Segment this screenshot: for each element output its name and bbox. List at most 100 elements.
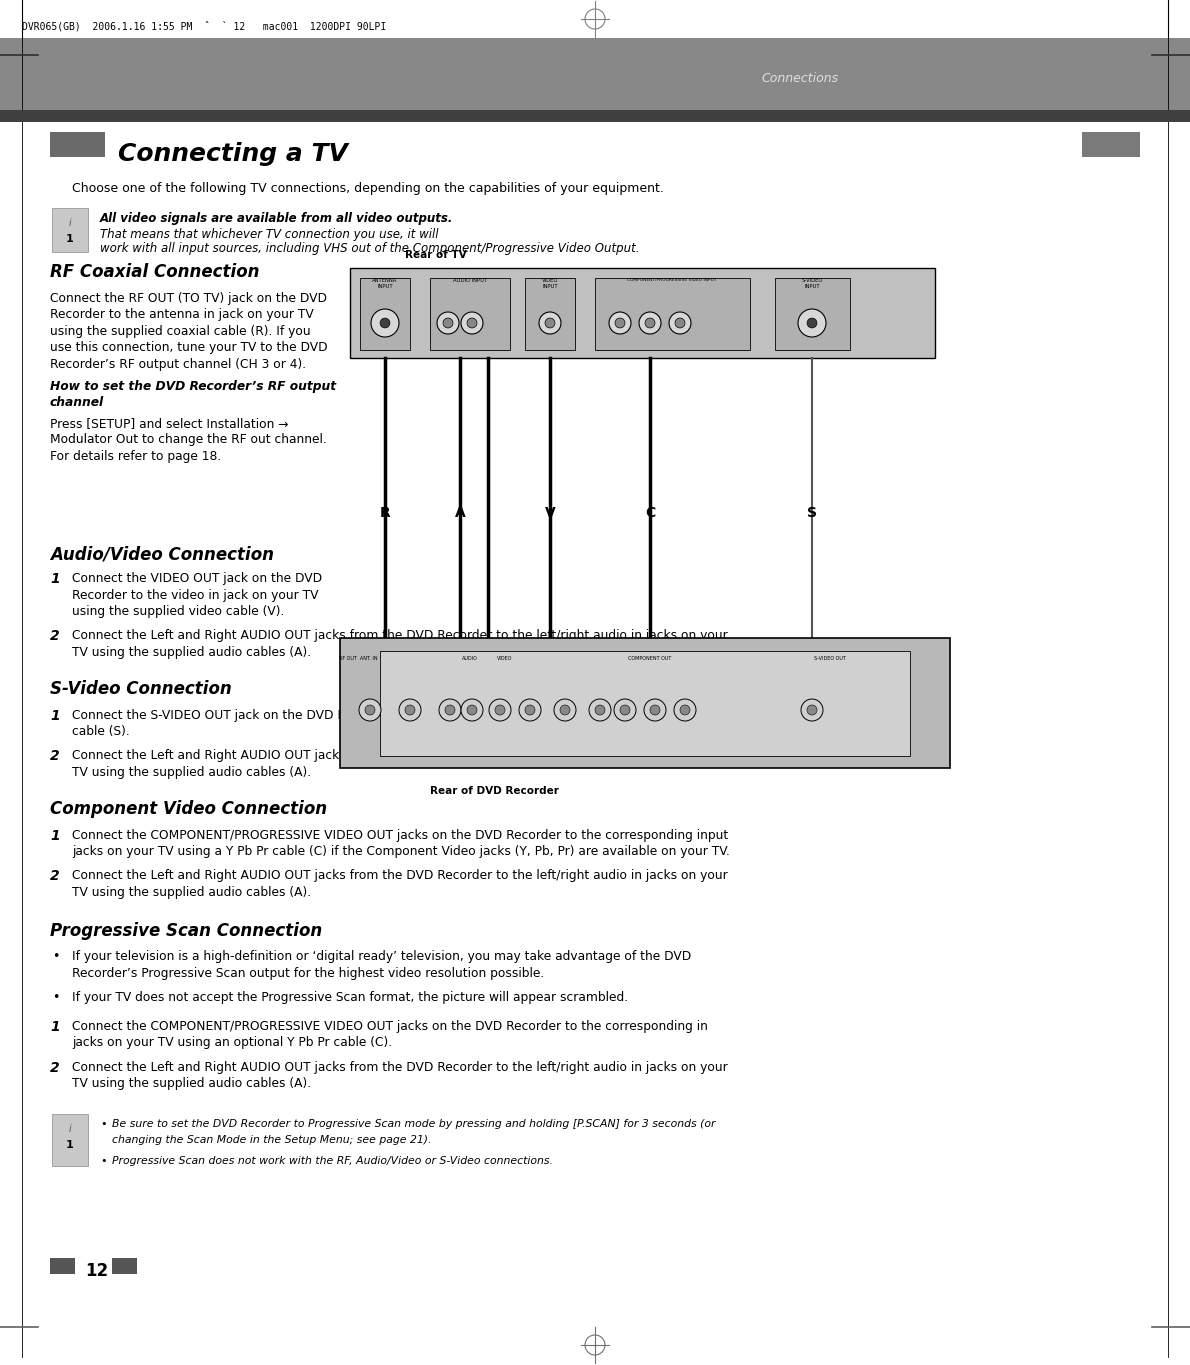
Circle shape <box>445 704 455 715</box>
Text: R: R <box>380 506 390 520</box>
Text: A: A <box>455 506 465 520</box>
Text: Connect the Left and Right AUDIO OUT jacks from the DVD Recorder to the left/rig: Connect the Left and Right AUDIO OUT jac… <box>73 629 728 643</box>
Text: Audio/Video Connection: Audio/Video Connection <box>50 545 274 562</box>
Text: Connect the Left and Right AUDIO OUT jacks from the DVD Recorder to the left/rig: Connect the Left and Right AUDIO OUT jac… <box>73 1061 728 1074</box>
Text: •: • <box>100 1156 107 1166</box>
Bar <box>525 278 575 349</box>
Text: AUDIO: AUDIO <box>462 657 478 661</box>
Circle shape <box>645 318 654 328</box>
Text: How to set the DVD Recorder’s RF output: How to set the DVD Recorder’s RF output <box>50 379 336 393</box>
Circle shape <box>437 313 459 334</box>
Text: Connections: Connections <box>762 71 839 85</box>
Text: using the supplied coaxial cable (R). If you: using the supplied coaxial cable (R). If… <box>50 325 311 339</box>
Circle shape <box>443 318 453 328</box>
Text: Connect the RF OUT (TO TV) jack on the DVD: Connect the RF OUT (TO TV) jack on the D… <box>50 292 327 304</box>
Text: S-VIDEO OUT: S-VIDEO OUT <box>814 657 846 661</box>
Text: Recorder to the video in jack on your TV: Recorder to the video in jack on your TV <box>73 588 319 602</box>
Text: COMPONENT OUT: COMPONENT OUT <box>628 657 671 661</box>
Text: Recorder’s RF output channel (CH 3 or 4).: Recorder’s RF output channel (CH 3 or 4)… <box>50 358 306 371</box>
Text: TV using the supplied audio cables (A).: TV using the supplied audio cables (A). <box>73 646 311 659</box>
Circle shape <box>650 704 660 715</box>
Text: 1: 1 <box>50 1020 60 1035</box>
Text: If your television is a high-definition or ‘digital ready’ television, you may t: If your television is a high-definition … <box>73 950 691 964</box>
Text: VIDEO
INPUT: VIDEO INPUT <box>541 278 558 289</box>
Circle shape <box>359 699 381 721</box>
Circle shape <box>798 308 826 337</box>
Circle shape <box>399 699 421 721</box>
Text: Connect the Left and Right AUDIO OUT jacks from the DVD Recorder to the left/rig: Connect the Left and Right AUDIO OUT jac… <box>73 749 728 763</box>
Text: AUDIO INPUT: AUDIO INPUT <box>453 278 487 283</box>
Text: Progressive Scan does not work with the RF, Audio/Video or S-Video connections.: Progressive Scan does not work with the … <box>112 1156 553 1166</box>
Text: Rear of DVD Recorder: Rear of DVD Recorder <box>430 786 559 796</box>
Text: That means that whichever TV connection you use, it will: That means that whichever TV connection … <box>100 228 438 242</box>
Circle shape <box>466 318 477 328</box>
Circle shape <box>639 313 660 334</box>
Text: jacks on your TV using an optional Y Pb Pr cable (C).: jacks on your TV using an optional Y Pb … <box>73 1036 393 1050</box>
Text: Choose one of the following TV connections, depending on the capabilities of you: Choose one of the following TV connectio… <box>73 182 664 195</box>
Text: Press [SETUP] and select Installation →: Press [SETUP] and select Installation → <box>50 416 288 430</box>
Bar <box>52 207 88 253</box>
Circle shape <box>439 699 461 721</box>
Text: TV using the supplied audio cables (A).: TV using the supplied audio cables (A). <box>73 766 311 779</box>
Text: 1: 1 <box>67 1140 74 1149</box>
Text: using the supplied video cable (V).: using the supplied video cable (V). <box>73 605 284 618</box>
Circle shape <box>461 313 483 334</box>
Text: channel: channel <box>50 396 105 410</box>
Text: S-Video Connection: S-Video Connection <box>50 681 232 699</box>
Text: 2: 2 <box>50 1061 60 1076</box>
Text: Connect the Left and Right AUDIO OUT jacks from the DVD Recorder to the left/rig: Connect the Left and Right AUDIO OUT jac… <box>73 870 728 883</box>
Circle shape <box>614 699 635 721</box>
Circle shape <box>675 318 685 328</box>
Bar <box>1082 132 1140 157</box>
Text: ANTENNA
INPUT: ANTENNA INPUT <box>372 278 397 289</box>
Text: 1: 1 <box>50 572 60 586</box>
Text: i: i <box>69 218 71 228</box>
Circle shape <box>560 704 570 715</box>
Text: i: i <box>69 1123 71 1134</box>
Text: Recorder to the antenna in jack on your TV: Recorder to the antenna in jack on your … <box>50 308 314 322</box>
Circle shape <box>807 318 816 328</box>
Circle shape <box>589 699 610 721</box>
Bar <box>50 132 105 157</box>
Text: All video signals are available from all video outputs.: All video signals are available from all… <box>100 212 453 225</box>
Bar <box>52 1114 88 1166</box>
Circle shape <box>801 699 823 721</box>
Bar <box>50 1259 75 1274</box>
Text: TV using the supplied audio cables (A).: TV using the supplied audio cables (A). <box>73 886 311 900</box>
Circle shape <box>545 318 555 328</box>
Text: VIDEO: VIDEO <box>497 657 513 661</box>
Text: DVR065(GB)  2006.1.16 1:55 PM  ˆ  ` 12   mac001  1200DPI 90LPI: DVR065(GB) 2006.1.16 1:55 PM ˆ ` 12 mac0… <box>21 20 387 31</box>
Circle shape <box>489 699 511 721</box>
Text: jacks on your TV using a Y Pb Pr cable (C) if the Component Video jacks (Y, Pb, : jacks on your TV using a Y Pb Pr cable (… <box>73 845 729 859</box>
Circle shape <box>807 704 818 715</box>
Circle shape <box>674 699 696 721</box>
Circle shape <box>555 699 576 721</box>
Text: RF Coaxial Connection: RF Coaxial Connection <box>50 263 259 281</box>
Text: Modulator Out to change the RF out channel.: Modulator Out to change the RF out chann… <box>50 434 327 446</box>
Text: Recorder’s Progressive Scan output for the highest video resolution possible.: Recorder’s Progressive Scan output for t… <box>73 966 544 980</box>
Text: V: V <box>545 506 556 520</box>
Text: Connect the VIDEO OUT jack on the DVD: Connect the VIDEO OUT jack on the DVD <box>73 572 322 586</box>
Text: COMPONENT/PROGRESSIVE VIDEO INPUT: COMPONENT/PROGRESSIVE VIDEO INPUT <box>627 278 716 283</box>
Text: changing the Scan Mode in the Setup Menu; see page 21).: changing the Scan Mode in the Setup Menu… <box>112 1136 432 1145</box>
Text: cable (S).: cable (S). <box>73 725 130 738</box>
Text: 2: 2 <box>50 870 60 883</box>
Text: 2: 2 <box>50 629 60 643</box>
Circle shape <box>620 704 630 715</box>
Bar <box>0 111 1190 121</box>
Circle shape <box>466 704 477 715</box>
Text: TV using the supplied audio cables (A).: TV using the supplied audio cables (A). <box>73 1077 311 1091</box>
Text: Connect the COMPONENT/PROGRESSIVE VIDEO OUT jacks on the DVD Recorder to the cor: Connect the COMPONENT/PROGRESSIVE VIDEO … <box>73 829 728 841</box>
Text: For details refer to page 18.: For details refer to page 18. <box>50 450 221 463</box>
Text: work with all input sources, including VHS out of the Component/Progressive Vide: work with all input sources, including V… <box>100 242 639 255</box>
Text: •: • <box>100 1119 107 1129</box>
Text: 1: 1 <box>67 233 74 244</box>
Circle shape <box>539 313 560 334</box>
Bar <box>340 637 950 768</box>
Text: Component Video Connection: Component Video Connection <box>50 800 327 819</box>
Circle shape <box>519 699 541 721</box>
Circle shape <box>679 704 690 715</box>
Circle shape <box>405 704 415 715</box>
Text: Be sure to set the DVD Recorder to Progressive Scan mode by pressing and holding: Be sure to set the DVD Recorder to Progr… <box>112 1119 715 1129</box>
Text: Connect the COMPONENT/PROGRESSIVE VIDEO OUT jacks on the DVD Recorder to the cor: Connect the COMPONENT/PROGRESSIVE VIDEO … <box>73 1020 708 1033</box>
